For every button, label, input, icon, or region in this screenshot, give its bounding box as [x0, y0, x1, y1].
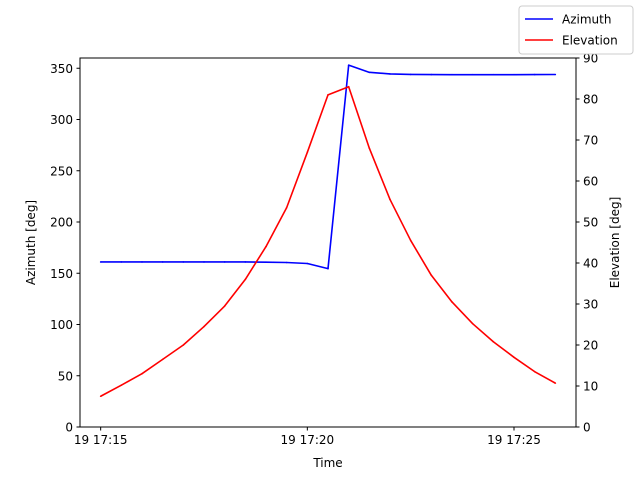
y-right-tick-label: 90 [583, 52, 598, 66]
y-right-tick-label: 30 [583, 298, 598, 312]
data-point-elevation [389, 198, 391, 201]
data-point-elevation [203, 325, 205, 328]
data-point-azimuth [533, 73, 536, 76]
data-point-elevation [513, 356, 515, 359]
y-axis-label-left: Azimuth [deg] [24, 200, 38, 285]
data-point-azimuth [223, 261, 226, 263]
data-point-azimuth [161, 261, 164, 263]
data-point-elevation [141, 372, 143, 375]
data-point-azimuth [409, 73, 412, 76]
y-left-tick-label: 150 [50, 267, 73, 281]
series-layer [99, 64, 557, 398]
data-point-azimuth [203, 261, 205, 263]
data-point-elevation [285, 206, 288, 209]
data-point-azimuth [389, 73, 391, 75]
y-left-tick-label: 350 [50, 62, 73, 76]
plot-area [79, 57, 577, 428]
y-left-tick-label: 50 [58, 369, 73, 383]
data-point-elevation [368, 147, 371, 149]
data-point-elevation [471, 322, 474, 325]
data-point-azimuth [141, 261, 143, 263]
y-right-tick-label: 40 [583, 257, 598, 271]
data-point-azimuth [99, 261, 102, 263]
data-point-azimuth [306, 262, 309, 265]
data-point-elevation [306, 151, 309, 154]
data-point-azimuth [285, 261, 288, 264]
data-point-elevation [430, 274, 433, 277]
data-point-azimuth [368, 71, 371, 74]
legend: Azimuth Elevation [518, 5, 634, 55]
x-axis-label: Time [312, 456, 342, 470]
data-point-elevation [161, 358, 164, 361]
data-point-elevation [244, 278, 247, 281]
y-left-tick-label: 0 [65, 421, 73, 435]
y-left-tick-label: 200 [50, 216, 73, 230]
axes-layer: 0 50 100 150 200 250 300 350 0 10 20 30 40 50 60 70 80 90… [50, 52, 598, 448]
legend-box [518, 5, 634, 55]
x-tick-label: 19 17:25 [487, 433, 541, 447]
y-left-tick-label: 300 [50, 113, 73, 127]
y-right-tick-label: 70 [583, 134, 598, 148]
legend-label-azimuth: Azimuth [562, 13, 611, 27]
y-axis-label-right: Elevation [deg] [608, 197, 622, 289]
data-point-elevation [554, 382, 557, 384]
data-point-azimuth [244, 261, 247, 263]
y-right-tick-label: 10 [583, 380, 598, 394]
data-point-elevation [182, 344, 185, 346]
y-right-tick-label: 60 [583, 175, 598, 189]
data-point-azimuth [430, 73, 433, 76]
data-point-azimuth [265, 261, 267, 263]
series-line-elevation [100, 85, 556, 397]
data-point-elevation [347, 85, 350, 88]
data-point-elevation [99, 395, 102, 398]
y-left-tick-label: 250 [50, 164, 73, 178]
y-left-tick-label: 100 [50, 318, 73, 332]
data-point-elevation [327, 94, 329, 96]
data-point-azimuth [554, 73, 557, 76]
data-point-azimuth [471, 73, 474, 76]
x-tick-label: 19 17:20 [280, 433, 334, 447]
data-point-elevation [451, 301, 453, 303]
data-point-azimuth [182, 261, 185, 263]
data-point-elevation [492, 340, 495, 343]
data-point-elevation [409, 239, 412, 242]
data-point-elevation [265, 245, 267, 248]
data-point-azimuth [451, 73, 453, 76]
plot-frame [79, 57, 577, 428]
x-tick-label: 19 17:15 [74, 433, 128, 447]
data-point-azimuth [513, 73, 515, 76]
data-point-azimuth [327, 267, 329, 270]
data-point-elevation [120, 384, 123, 386]
y-right-tick-label: 50 [583, 216, 598, 230]
legend-label-elevation: Elevation [562, 34, 618, 48]
data-point-azimuth [492, 73, 495, 76]
data-point-azimuth [120, 261, 123, 263]
y-right-tick-label: 20 [583, 339, 598, 353]
data-point-azimuth [347, 64, 350, 66]
data-point-elevation [533, 370, 536, 373]
y-right-tick-label: 80 [583, 93, 598, 107]
y-right-tick-label: 0 [583, 421, 591, 435]
data-point-elevation [223, 305, 226, 307]
